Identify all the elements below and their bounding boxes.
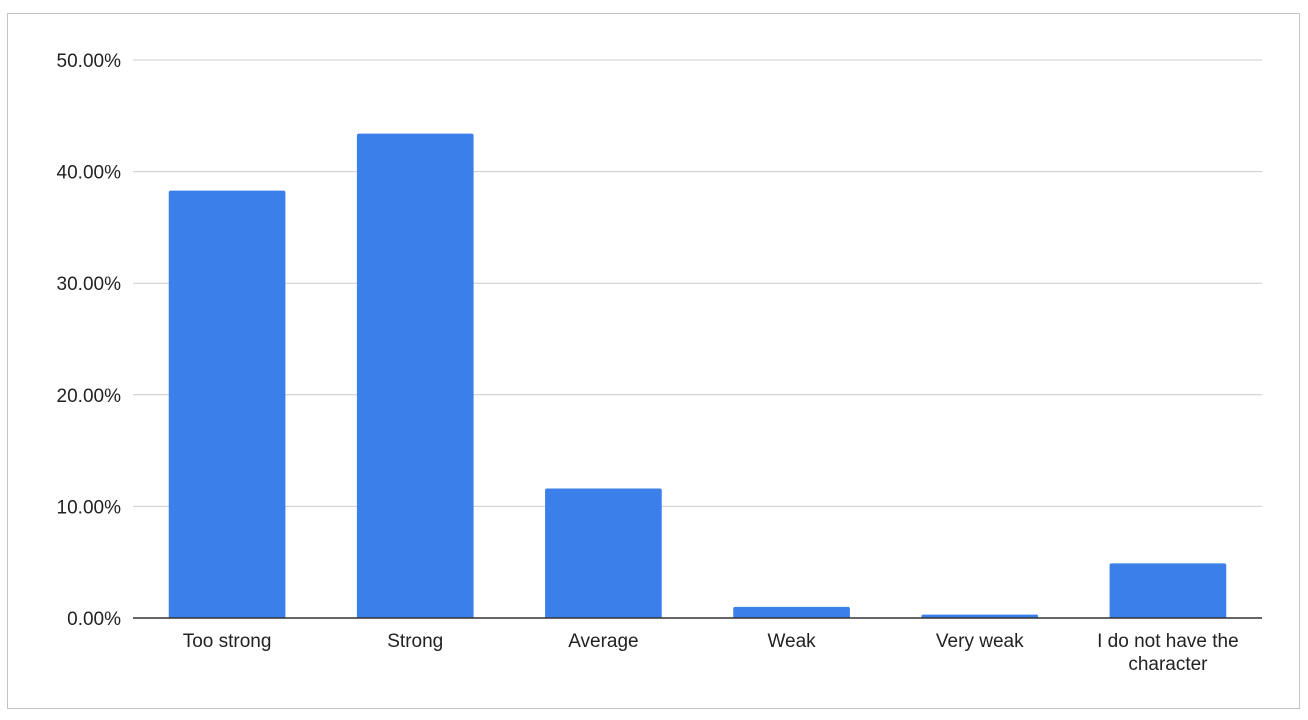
bar bbox=[168, 190, 286, 618]
x-axis-category-labels: Too strong Strong Average Weak Very weak I do… bbox=[183, 631, 1239, 675]
y-axis-tick-labels: 0.00% 10.00% 20.00% 30.00% 40.00% 50.00% bbox=[57, 51, 122, 630]
x-category-label: Average bbox=[568, 631, 638, 652]
bar bbox=[1109, 563, 1227, 618]
bar bbox=[921, 614, 1039, 618]
y-tick-label: 50.00% bbox=[57, 51, 122, 72]
bar bbox=[356, 133, 474, 618]
x-category-label: Strong bbox=[387, 631, 443, 652]
y-tick-label: 20.00% bbox=[57, 386, 122, 407]
y-tick-label: 40.00% bbox=[57, 163, 122, 184]
y-tick-label: 10.00% bbox=[57, 497, 122, 518]
x-category-label: Very weak bbox=[936, 631, 1024, 652]
gridlines bbox=[133, 59, 1262, 507]
x-category-label: Too strong bbox=[183, 631, 272, 652]
bar bbox=[545, 488, 662, 618]
x-category-label: I do not have the character bbox=[1097, 631, 1239, 675]
y-tick-label: 0.00% bbox=[67, 609, 121, 630]
x-category-label: Weak bbox=[767, 631, 816, 652]
y-tick-label: 30.00% bbox=[57, 274, 122, 295]
bar bbox=[733, 606, 850, 618]
bars bbox=[168, 133, 1227, 618]
